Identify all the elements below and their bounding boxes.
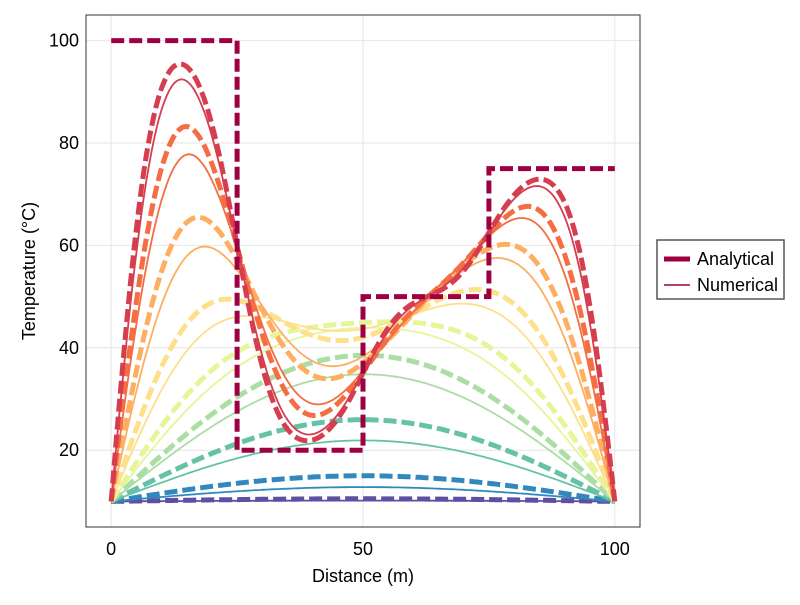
y-tick-label: 80: [59, 133, 79, 153]
y-axis-label: Temperature (°C): [19, 202, 39, 340]
x-tick-label: 0: [106, 539, 116, 559]
legend-numerical-label: Numerical: [697, 275, 778, 295]
legend: Analytical Numerical: [656, 239, 785, 300]
x-axis-label: Distance (m): [312, 566, 414, 586]
analytical-curve: [111, 496, 615, 504]
y-tick-label: 40: [59, 338, 79, 358]
analytical-curve: [110, 473, 616, 504]
legend-box: [656, 239, 785, 300]
analytical-curve: [109, 319, 617, 503]
axis-ticks: 0 50 100 20 40 60 80 100: [49, 31, 630, 559]
initial-condition-curve: [111, 38, 615, 453]
analytical-curve: [110, 417, 616, 504]
legend-analytical-label: Analytical: [697, 249, 774, 269]
analytical-curve: [108, 61, 618, 502]
plot-curves: [108, 38, 618, 504]
y-tick-label: 20: [59, 440, 79, 460]
y-tick-label: 100: [49, 31, 79, 51]
plot-frame: [85, 14, 641, 528]
numerical-curve: [111, 486, 615, 503]
x-tick-label: 100: [600, 539, 630, 559]
x-tick-label: 50: [353, 539, 373, 559]
numerical-curve: [110, 245, 616, 502]
y-tick-label: 60: [59, 235, 79, 255]
